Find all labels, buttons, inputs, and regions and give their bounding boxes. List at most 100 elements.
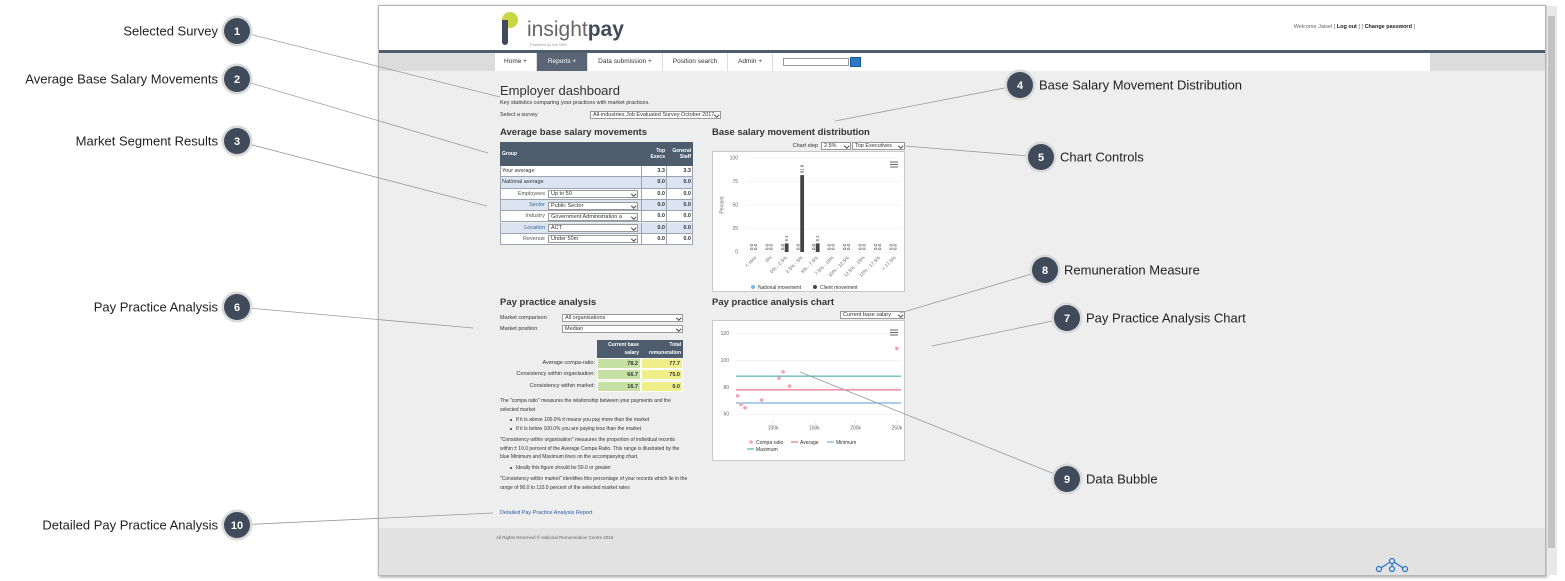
distribution-title: Base salary movement distribution	[712, 127, 870, 138]
segment-filter[interactable]: ACT	[548, 224, 638, 233]
scatter-point	[735, 393, 740, 398]
segment-filter[interactable]: Up to 50	[548, 190, 638, 199]
legend-swatch	[749, 440, 753, 444]
salary-column-header: General Staff	[672, 148, 691, 160]
bar	[815, 243, 820, 252]
nav-item[interactable]: Data submission +	[588, 53, 663, 71]
callout-number: 6	[234, 302, 240, 314]
pay-header	[597, 340, 683, 358]
salary-row	[500, 166, 693, 178]
salary-cell-divider	[641, 177, 667, 189]
base-value: 16.7	[597, 380, 641, 392]
callout-ring	[221, 509, 253, 541]
bar-value-label: 0.0	[877, 243, 882, 250]
total-value: 77.7	[641, 358, 683, 369]
survey-select[interactable]: All-industries Job Evaluated Survey Octo…	[590, 111, 721, 119]
callout-badge	[224, 512, 250, 538]
callout-badge	[224, 294, 250, 320]
segment-filter[interactable]: Government Administration a	[548, 212, 638, 221]
salary-cell-divider	[641, 199, 667, 212]
pay-practice-chart: 60 80 100 120 100k 150k 200k 250k Compa ratio Ave…	[712, 320, 905, 461]
comparison-select[interactable]: All organisations	[562, 314, 683, 322]
callout-number: 3	[234, 136, 240, 148]
search-button[interactable]	[850, 57, 861, 67]
survey-label: Select a survey	[500, 112, 538, 118]
legend-label: Minimum	[836, 440, 856, 446]
y-tick-label: 75	[732, 179, 738, 185]
scatter-point	[759, 398, 764, 402]
salary-header	[500, 142, 693, 166]
y-tick-label: 100	[721, 358, 730, 364]
footer-logo	[1375, 557, 1409, 573]
bar-value-label: 0.0	[811, 243, 816, 250]
report-link[interactable]: Detailed Pay Practice Analysis Report	[500, 510, 593, 516]
callout-ring	[221, 15, 253, 47]
general-staff-value: 0.0	[683, 201, 691, 208]
nav-item[interactable]: Admin +	[728, 53, 773, 71]
bar-value-label: 0.0	[780, 243, 785, 250]
bar-value-label: 9.1	[815, 235, 820, 242]
pay-row-label: Average compa-ratio:	[542, 360, 595, 366]
pay-row-label: Consistency within organisation:	[516, 371, 595, 378]
pay-chart-title: Pay practice analysis chart	[712, 297, 834, 308]
y-tick-label: 60	[723, 412, 729, 418]
search-input[interactable]	[783, 58, 849, 66]
bar-value-label: 0.0	[846, 243, 851, 250]
chart-step-select[interactable]: 2.5%	[821, 142, 851, 150]
scrollbar-thumb[interactable]	[1548, 16, 1555, 548]
y-tick-label: 120	[721, 331, 730, 337]
bar-value-label: 0.0	[768, 243, 773, 250]
salary-row	[500, 177, 693, 189]
top-execs-value: 0.0	[657, 190, 665, 197]
logo-foot	[502, 39, 508, 45]
legend-label: Compa ratio	[756, 440, 783, 446]
logo-icon	[502, 12, 518, 45]
nav-item[interactable]: Home +	[495, 53, 537, 71]
position-label: Market position	[500, 326, 538, 332]
measure-select[interactable]: Current base salary	[840, 311, 905, 319]
bar-value-label: 0.0	[888, 243, 893, 250]
x-tick-label: 200k	[850, 425, 861, 431]
bar-value-label: 0.0	[873, 243, 878, 250]
log-out-link[interactable]: Log out	[1336, 24, 1357, 30]
bar-value-label: 0.0	[830, 243, 835, 250]
salary-cell-divider	[641, 211, 667, 223]
legend-label: Maximum	[756, 447, 778, 453]
callout-label: Detailed Pay Practice Analysis	[42, 517, 218, 532]
segment-filter[interactable]: Public Sector	[548, 201, 638, 210]
bar-value-label: 0.0	[749, 243, 754, 250]
callout-badge	[224, 18, 250, 44]
scatter-point	[739, 402, 743, 407]
general-staff-value: 0.0	[683, 235, 691, 242]
bar-value-label: 0.0	[764, 243, 769, 250]
callout-number: 2	[234, 74, 240, 86]
position-select[interactable]: Median	[562, 325, 683, 333]
segment-label: Employees	[517, 190, 545, 197]
group-label: National average	[502, 179, 544, 186]
callout-number: 1	[234, 26, 240, 38]
base-value: 66.7	[597, 369, 641, 381]
nav-item[interactable]: Reports +	[537, 53, 588, 71]
segment-filter[interactable]: Under 50m	[548, 235, 638, 244]
bracket: ] [	[1358, 24, 1364, 30]
note-bullet: Ideally this figure should be 50.0 or gr…	[516, 465, 611, 471]
x-tick-label: 150k	[809, 425, 820, 431]
top-execs-value: 0.0	[657, 201, 665, 208]
note-paragraph: "Consistency within market" identifies t…	[500, 476, 688, 491]
base-value: 78.2	[597, 358, 641, 369]
note-bullet-dot	[510, 467, 512, 469]
bar	[800, 175, 805, 252]
legend-label: Client movement	[820, 285, 858, 291]
change-password-link[interactable]: Change password	[1364, 24, 1412, 30]
logo-stem	[502, 20, 508, 43]
nav-item[interactable]: Position search	[663, 53, 728, 71]
page-title: Employer dashboard	[500, 83, 620, 98]
group-select[interactable]: Top Executives	[852, 142, 905, 150]
legend-label: Average	[800, 440, 819, 446]
scatter-point	[895, 346, 899, 351]
group-label: Your average	[502, 168, 535, 174]
x-tick-label: 100k	[768, 425, 779, 431]
bar-value-label: 0.0	[892, 243, 897, 250]
header-bar	[379, 6, 1545, 50]
